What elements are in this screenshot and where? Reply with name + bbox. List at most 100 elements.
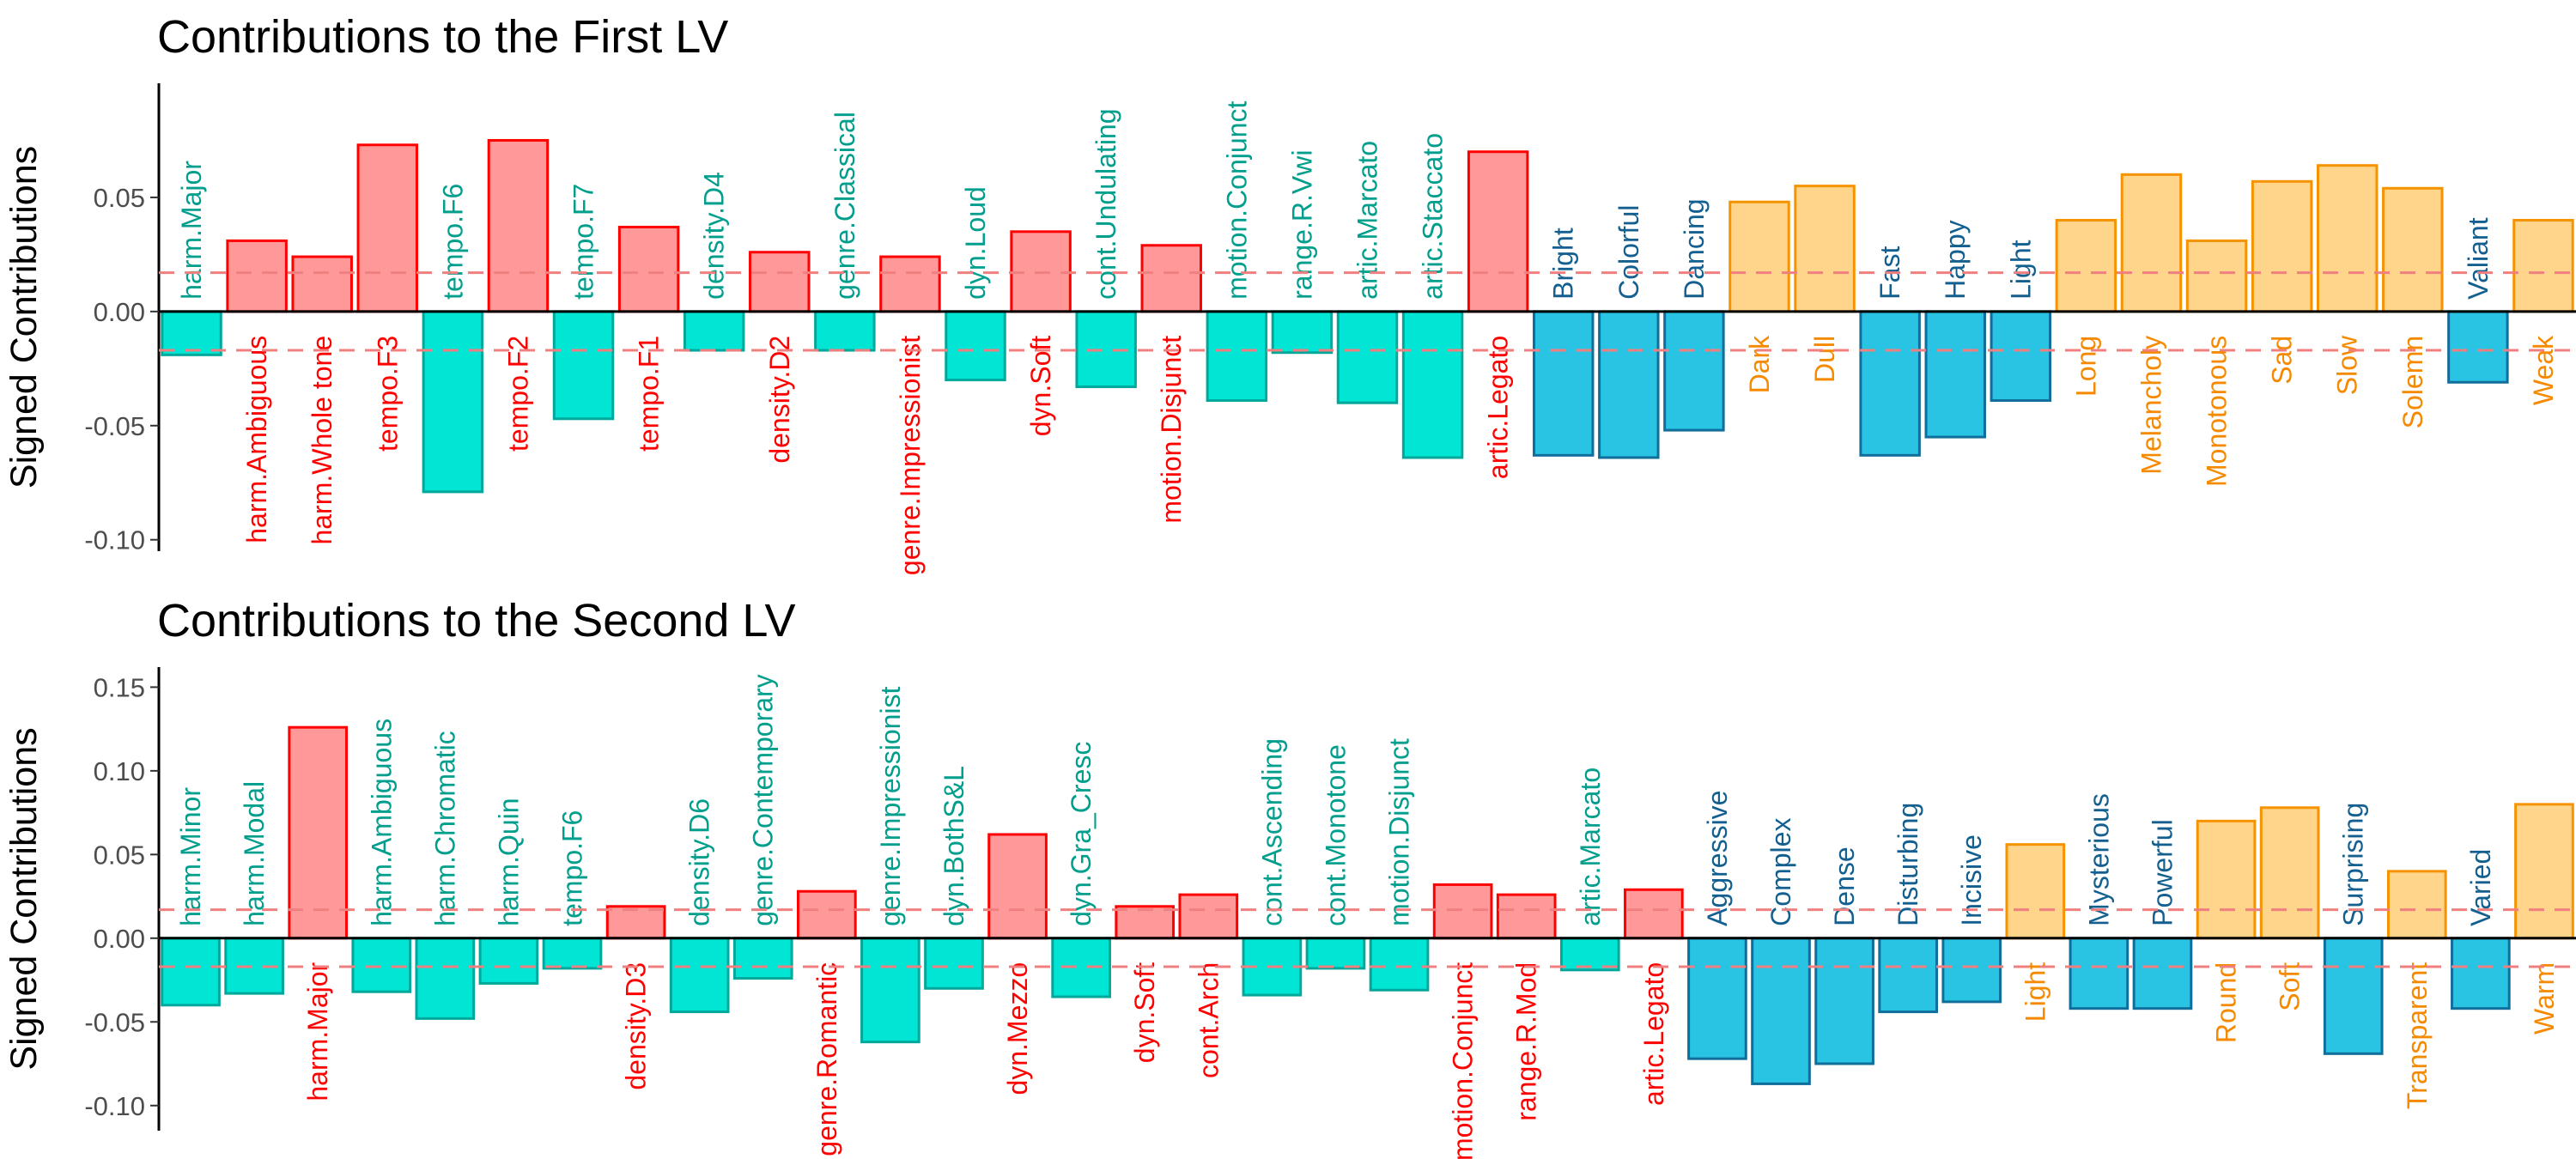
bar-label: motion.Disjunct [1156, 336, 1187, 524]
bar-design [1140, 244, 1202, 313]
bar-label: Aggressive [1702, 791, 1733, 926]
bar-design [1624, 888, 1684, 940]
bar-design [987, 833, 1048, 940]
bar-label: Transparent [2402, 962, 2433, 1109]
bar-design [1336, 310, 1399, 404]
y-tick-label: 0.10 [94, 756, 145, 786]
bar-label: Dull [1809, 336, 1840, 383]
bar-adjective [1728, 200, 1790, 313]
bar-label: tempo.F1 [634, 336, 665, 452]
bar-label: dyn.Mezzo [1002, 962, 1033, 1095]
bar-adjective [2005, 843, 2066, 940]
bar-label: tempo.F3 [372, 336, 403, 452]
y-tick-label: -0.10 [84, 525, 145, 555]
lv1-panel: Contributions to the First LV Signed Con… [3, 11, 2576, 575]
bar-label: artic.Legato [1483, 336, 1514, 479]
bar-label: Dense [1829, 846, 1860, 926]
bar-design [1369, 937, 1430, 992]
bar-label: harm.Whole tone [307, 336, 337, 545]
bar-design [542, 937, 603, 970]
bar-label: harm.Major [302, 962, 333, 1101]
bar-adjective [1878, 937, 1939, 1014]
bar-label: Warm [2529, 962, 2560, 1035]
bar-label: Surprising [2338, 803, 2369, 926]
bar-adjective [1941, 937, 2002, 1004]
bar-label: tempo.F2 [502, 336, 533, 452]
bar-label: Mysterious [2083, 793, 2114, 926]
bar-label: cont.Undulating [1091, 108, 1121, 299]
bar-label: motion.Conjunct [1221, 101, 1252, 300]
bar-label: Weak [2528, 335, 2559, 405]
chart-lv2: Signed Contributions -0.10 -0.05 0.00 0.05 0.… [3, 667, 2576, 1159]
bar-label: harm.Quin [493, 798, 524, 925]
bar-label: range.R.Vwi [1286, 150, 1317, 300]
bar-label: harm.Ambiguous [241, 336, 272, 543]
bar-label: dyn.Gra_Cresc [1066, 742, 1097, 926]
lv2-panel: Contributions to the Second LV Signed Co… [0, 584, 2576, 1159]
bar-label: density.D6 [684, 798, 715, 926]
bar-label: Disturbing [1893, 803, 1923, 926]
chart-title-lv1: Contributions to the First LV [157, 11, 729, 63]
bar-adjective [2185, 239, 2248, 313]
bar-label: range.R.Mod [1511, 962, 1542, 1121]
y-tick-label: 0.05 [94, 840, 145, 870]
bar-label: Powerful [2147, 819, 2178, 926]
bar-design [1271, 310, 1334, 355]
y-tick-label: -0.05 [84, 411, 145, 441]
bar-design [552, 310, 615, 421]
bar-label: dyn.Loud [960, 186, 991, 300]
bar-label: genre.Impressionist [875, 686, 906, 925]
bar-adjective [2512, 219, 2574, 313]
bar-label: Varied [2465, 849, 2496, 926]
bar-adjective [2069, 937, 2129, 1010]
bar-design [796, 889, 857, 940]
bar-design [291, 255, 353, 313]
bar-label: Soft [2275, 962, 2306, 1011]
bar-label: harm.Minor [175, 787, 206, 926]
bar-label: tempo.F6 [557, 810, 588, 926]
bar-label: artic.Legato [1638, 962, 1669, 1106]
chart-title-lv2: Contributions to the Second LV [157, 595, 796, 646]
bar-adjective [2251, 179, 2313, 313]
bar-adjective [1751, 937, 1811, 1085]
bar-label: Long [2070, 336, 2101, 397]
bar-label: Light [2020, 962, 2050, 1022]
bar-label: density.D4 [699, 172, 730, 300]
bar-design [288, 725, 349, 940]
bar-label: Monotonous [2202, 336, 2233, 487]
bar-design [605, 905, 666, 940]
bar-adjective [2451, 937, 2511, 1010]
bar-design [617, 225, 680, 313]
bar-label: cont.Monotone [1320, 744, 1351, 926]
bar-label: Happy [1940, 220, 1971, 300]
bar-label: harm.Chromatic [429, 731, 460, 926]
bar-adjective [1990, 310, 2052, 403]
bar-design [1496, 893, 1557, 940]
bar-label: cont.Ascending [1256, 738, 1287, 926]
bar-design [226, 239, 288, 313]
bar-design [1559, 937, 1620, 972]
bar-label: motion.Conjunct [1448, 962, 1479, 1159]
bar-label: dyn.BothS&L [939, 766, 969, 926]
bar-design [161, 310, 222, 356]
y-axis-label: Signed Contributions [3, 146, 45, 488]
bar-label: Dark [1744, 335, 1775, 394]
bar-adjective [2132, 937, 2193, 1010]
bar-label: Dancing [1679, 198, 1710, 299]
bar-adjective [1794, 185, 1856, 313]
bar-design [1178, 893, 1239, 940]
bar-adjective [2055, 219, 2117, 313]
bar-adjective [1687, 937, 1747, 1060]
bar-label: genre.Impressionist [895, 336, 926, 575]
bar-adjective [2382, 186, 2444, 313]
bar-label: cont.Arch [1193, 962, 1224, 1078]
chart-lv1: Signed Contributions -0.10 -0.05 0.00 0.05 ha… [3, 83, 2576, 575]
bar-design [1467, 150, 1529, 313]
bar-adjective [1814, 937, 1874, 1065]
bar-adjective [1598, 310, 1660, 459]
bar-label: Sad [2267, 336, 2298, 385]
bar-label: genre.Classical [829, 112, 860, 300]
bar-label: Bright [1548, 228, 1579, 300]
y-tick-label: 0.00 [94, 297, 145, 327]
bar-label: harm.Ambiguous [366, 719, 397, 926]
